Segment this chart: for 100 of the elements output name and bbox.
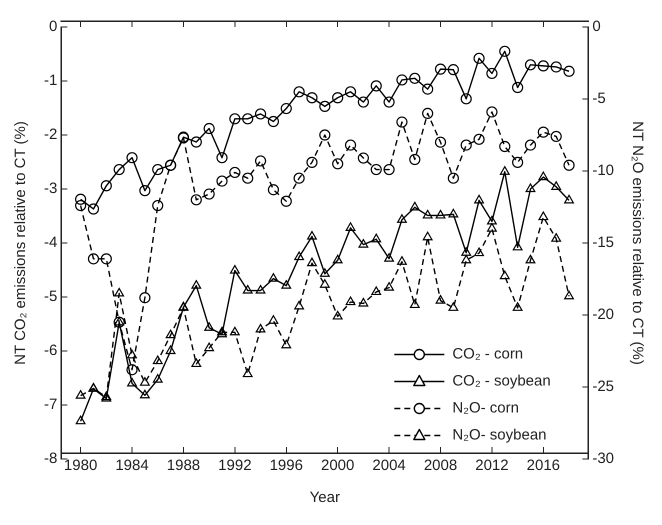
point: [114, 164, 125, 176]
point: [486, 223, 497, 232]
x-tick-label: 1984: [115, 457, 149, 474]
point: [473, 52, 485, 64]
point: [371, 286, 382, 296]
x-tick-label: 2016: [526, 457, 560, 474]
point: [114, 316, 124, 326]
legend-label: N₂O- corn: [452, 400, 519, 417]
point: [460, 139, 472, 151]
point: [306, 156, 318, 168]
point: [422, 84, 434, 95]
point: [332, 158, 344, 170]
point: [370, 164, 382, 176]
y-tick-label: -2: [44, 126, 58, 144]
y2-tick-label: -20: [592, 306, 614, 324]
point: [152, 164, 164, 176]
point: [332, 92, 344, 104]
point: [229, 113, 240, 124]
point: [204, 322, 214, 331]
point: [294, 172, 305, 184]
point: [242, 284, 253, 294]
point: [127, 350, 137, 358]
point: [139, 292, 150, 304]
point: [422, 108, 434, 119]
x-tick-label: 2004: [372, 457, 406, 474]
point: [563, 66, 575, 77]
point: [88, 253, 100, 264]
point: [75, 200, 86, 212]
point: [512, 156, 524, 168]
point: [216, 175, 228, 187]
point: [486, 68, 498, 80]
point: [460, 93, 472, 104]
point: [254, 108, 266, 120]
x-tick-label: 2000: [320, 457, 354, 474]
y-axis-title: NT CO₂ emissions relative to CT (%): [12, 121, 30, 365]
point: [280, 102, 292, 114]
x-tick-label: 2008: [424, 457, 458, 474]
point: [140, 377, 150, 386]
point: [280, 196, 292, 207]
point: [346, 222, 356, 231]
point: [396, 116, 408, 128]
point: [230, 326, 240, 336]
legend-label: CO₂ - corn: [452, 346, 524, 363]
point: [461, 247, 472, 256]
point: [474, 247, 484, 256]
point: [166, 330, 176, 338]
point: [370, 80, 382, 92]
point: [551, 181, 562, 190]
point: [474, 194, 484, 204]
point: [538, 172, 548, 180]
point: [384, 253, 394, 262]
point: [190, 194, 202, 206]
point: [190, 136, 202, 148]
y-tick-label: -5: [44, 288, 58, 306]
x-tick-label: 1988: [166, 457, 200, 474]
y2-tick-label: -25: [592, 378, 614, 396]
point: [409, 154, 420, 166]
point: [383, 164, 395, 176]
point: [410, 299, 420, 308]
legend-label: N₂O- soybean: [452, 426, 547, 444]
point: [384, 282, 394, 291]
point: [358, 152, 369, 164]
point: [383, 96, 395, 108]
point: [396, 74, 408, 86]
point: [538, 211, 548, 220]
point: [409, 72, 420, 84]
point: [204, 122, 215, 134]
point: [114, 288, 124, 296]
y-tick-label: -1: [44, 72, 58, 90]
point: [448, 172, 459, 184]
point: [100, 180, 112, 192]
point: [152, 374, 163, 383]
y2-axis-title: NT N₂O emissions relative to CT (%): [628, 121, 646, 365]
point: [550, 61, 562, 73]
point: [524, 139, 536, 151]
point: [268, 184, 280, 196]
point: [526, 183, 536, 192]
x-tick-label: 1996: [270, 457, 303, 474]
point: [294, 86, 305, 98]
point: [127, 378, 137, 386]
point: [499, 140, 510, 152]
point: [512, 82, 524, 94]
point: [217, 328, 227, 338]
point: [256, 284, 266, 294]
point: [191, 358, 202, 368]
point: [526, 254, 536, 264]
point: [436, 210, 446, 219]
point: [256, 324, 266, 332]
point: [242, 368, 253, 378]
point: [139, 185, 150, 196]
y-tick-label: -4: [44, 234, 58, 252]
point: [397, 256, 407, 265]
point: [473, 134, 485, 145]
point: [434, 64, 446, 75]
point: [358, 298, 368, 307]
point: [320, 268, 330, 277]
y-tick-label: -8: [44, 450, 58, 468]
point: [229, 166, 240, 178]
point: [281, 280, 292, 289]
y2-tick-label: -10: [592, 162, 614, 180]
